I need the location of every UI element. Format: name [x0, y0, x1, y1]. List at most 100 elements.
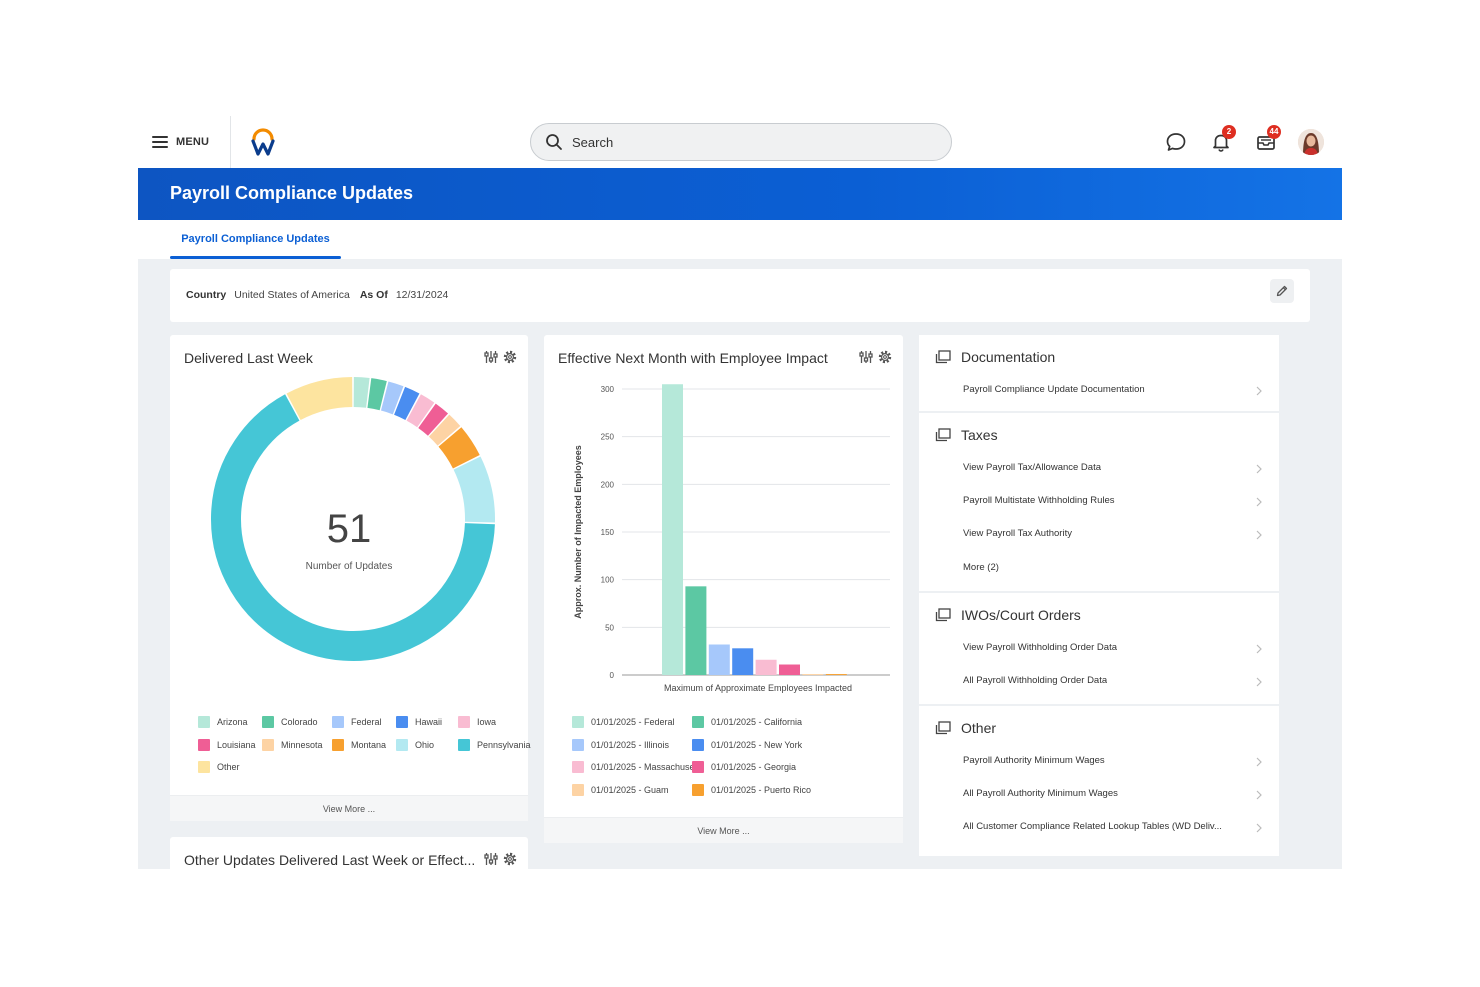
legend-swatch	[692, 761, 704, 774]
link-view-payroll-tax-authority[interactable]: View Payroll Tax Authority	[963, 528, 1263, 546]
chevron-right-icon	[1256, 757, 1262, 767]
menu-button[interactable]: MENU	[152, 132, 209, 152]
sliders-icon[interactable]	[858, 349, 874, 365]
bar-01-01-2025-massachusetts[interactable]	[755, 659, 777, 675]
bar-01-01-2025-georgia[interactable]	[779, 664, 800, 675]
x-axis-label: Maximum of Approximate Employees Impacte…	[664, 683, 852, 693]
bar-01-01-2025-illinois[interactable]	[708, 644, 730, 675]
workday-logo-icon[interactable]	[250, 128, 276, 156]
legend-item-hawaii[interactable]: Hawaii	[396, 711, 458, 734]
search-icon	[546, 134, 562, 150]
sliders-icon[interactable]	[483, 349, 499, 365]
legend-item-01-01-2025-illinois[interactable]: 01/01/2025 - Illinois	[572, 734, 692, 757]
search-bar[interactable]	[530, 123, 952, 161]
link-payroll-compliance-update-documentation[interactable]: Payroll Compliance Update Documentation	[963, 384, 1263, 402]
section-documentation: Documentation Payroll Compliance Update …	[919, 335, 1279, 411]
legend-item-01-01-2025-puerto-rico[interactable]: 01/01/2025 - Puerto Rico	[692, 779, 882, 802]
notifications-button[interactable]: 2	[1209, 125, 1236, 154]
legend-item-01-01-2025-guam[interactable]: 01/01/2025 - Guam	[572, 779, 692, 802]
sliders-icon[interactable]	[483, 851, 499, 867]
legend-label: Hawaii	[415, 717, 443, 728]
donut-slice-pennsylvania[interactable]	[211, 394, 495, 661]
legend-label: 01/01/2025 - New York	[711, 739, 803, 750]
donut-slice-federal[interactable]	[380, 381, 404, 415]
donut-slice-hawaii[interactable]	[393, 386, 420, 421]
view-more-delivered[interactable]: View More ...	[170, 795, 528, 821]
legend-label: 01/01/2025 - Federal	[591, 717, 675, 728]
link-payroll-authority-minimum-wages[interactable]: Payroll Authority Minimum Wages	[963, 755, 1263, 773]
link-all-payroll-authority-minimum-wages[interactable]: All Payroll Authority Minimum Wages	[963, 788, 1263, 806]
tab-payroll-compliance-updates[interactable]: Payroll Compliance Updates	[170, 220, 341, 259]
view-more-impact[interactable]: View More ...	[544, 817, 903, 843]
donut-total-label: Number of Updates	[305, 561, 393, 572]
avatar[interactable]	[1298, 129, 1324, 155]
gear-icon[interactable]	[502, 349, 518, 365]
legend-item-minnesota[interactable]: Minnesota	[262, 734, 332, 757]
legend-item-colorado[interactable]: Colorado	[262, 711, 332, 734]
bar-01-01-2025-new-york[interactable]	[732, 648, 754, 675]
edit-filter-button[interactable]	[1270, 279, 1294, 303]
y-tick-label: 0	[610, 671, 615, 680]
link-more-taxes[interactable]: More (2)	[963, 562, 999, 573]
search-input[interactable]	[572, 134, 912, 150]
gear-icon[interactable]	[877, 349, 893, 365]
bar-chart: 0 50 100 150 200 250 300 Approx. Number of Impa…	[573, 384, 890, 693]
bar-01-01-2025-california[interactable]	[685, 586, 707, 675]
bar-01-01-2025-guam[interactable]	[802, 674, 824, 676]
legend-item-federal[interactable]: Federal	[332, 711, 396, 734]
donut-slice-louisiana[interactable]	[418, 403, 449, 436]
chevron-right-icon	[1256, 790, 1262, 800]
legend-item-01-01-2025-new-york[interactable]: 01/01/2025 - New York	[692, 734, 882, 757]
chevron-right-icon	[1256, 677, 1262, 687]
other-updates-card: Other Updates Delivered Last Week or Eff…	[170, 837, 528, 869]
legend-label: 01/01/2025 - Massachusetts	[591, 762, 705, 773]
legend-item-01-01-2025-federal[interactable]: 01/01/2025 - Federal	[572, 711, 692, 734]
filter-bar: Country United States of America As Of 12/3…	[170, 269, 1310, 322]
donut-slice-other[interactable]	[286, 377, 353, 421]
donut-slice-minnesota[interactable]	[428, 414, 461, 446]
legend-item-iowa[interactable]: Iowa	[458, 711, 508, 734]
legend-item-01-01-2025-massachusetts[interactable]: 01/01/2025 - Massachusetts	[572, 756, 704, 779]
legend-item-montana[interactable]: Montana	[332, 734, 396, 757]
legend-item-other[interactable]: Other	[198, 756, 262, 779]
legend-item-louisiana[interactable]: Louisiana	[198, 734, 262, 757]
bell-icon	[1213, 134, 1229, 152]
link-view-payroll-tax-allowance-data[interactable]: View Payroll Tax/Allowance Data	[963, 462, 1263, 480]
bar-01-01-2025-federal[interactable]	[662, 384, 683, 675]
legend-item-arizona[interactable]: Arizona	[198, 711, 262, 734]
legend-swatch	[572, 761, 584, 774]
link-all-customer-compliance-lookup-tables[interactable]: All Customer Compliance Related Lookup T…	[963, 821, 1263, 839]
section-title: Documentation	[961, 349, 1056, 365]
legend-item-01-01-2025-california[interactable]: 01/01/2025 - California	[692, 711, 882, 734]
effective-next-month-card: Effective Next Month with Employee Impac…	[544, 335, 903, 843]
legend-swatch	[692, 783, 704, 796]
legend-label: 01/01/2025 - Illinois	[591, 739, 670, 750]
inbox-button[interactable]: 44	[1254, 125, 1281, 154]
legend-label: Minnesota	[281, 739, 323, 750]
donut-slice-ohio[interactable]	[453, 456, 495, 523]
legend-label: Arizona	[217, 717, 248, 728]
link-all-payroll-withholding-order-data[interactable]: All Payroll Withholding Order Data	[963, 675, 1263, 693]
legend-swatch	[692, 716, 704, 729]
card-title: Delivered Last Week	[184, 350, 313, 366]
legend-item-01-01-2025-georgia[interactable]: 01/01/2025 - Georgia	[692, 756, 882, 779]
stack-icon	[935, 428, 951, 442]
donut-slice-iowa[interactable]	[406, 394, 435, 428]
page-title: Payroll Compliance Updates	[170, 183, 414, 203]
legend-item-ohio[interactable]: Ohio	[396, 734, 458, 757]
donut-slice-montana[interactable]	[438, 427, 480, 469]
chat-icon[interactable]	[1164, 130, 1188, 154]
link-payroll-multistate-withholding-rules[interactable]: Payroll Multistate Withholding Rules	[963, 495, 1263, 513]
section-title: Other	[961, 720, 997, 736]
legend-label: Colorado	[281, 717, 318, 728]
donut-slice-colorado[interactable]	[367, 378, 387, 411]
y-tick-label: 250	[601, 433, 615, 442]
page-header: Payroll Compliance Updates	[138, 168, 1342, 220]
bar-legend: 01/01/2025 - Federal 01/01/2025 - Califor…	[572, 711, 897, 801]
bar-01-01-2025-puerto-rico[interactable]	[825, 674, 847, 676]
gear-icon[interactable]	[502, 851, 518, 867]
donut-slice-arizona[interactable]	[353, 377, 370, 408]
worklet-links-card: Documentation Payroll Compliance Update …	[919, 335, 1279, 856]
link-view-payroll-withholding-order-data[interactable]: View Payroll Withholding Order Data	[963, 642, 1263, 660]
legend-item-pennsylvania[interactable]: Pennsylvania	[458, 734, 531, 757]
